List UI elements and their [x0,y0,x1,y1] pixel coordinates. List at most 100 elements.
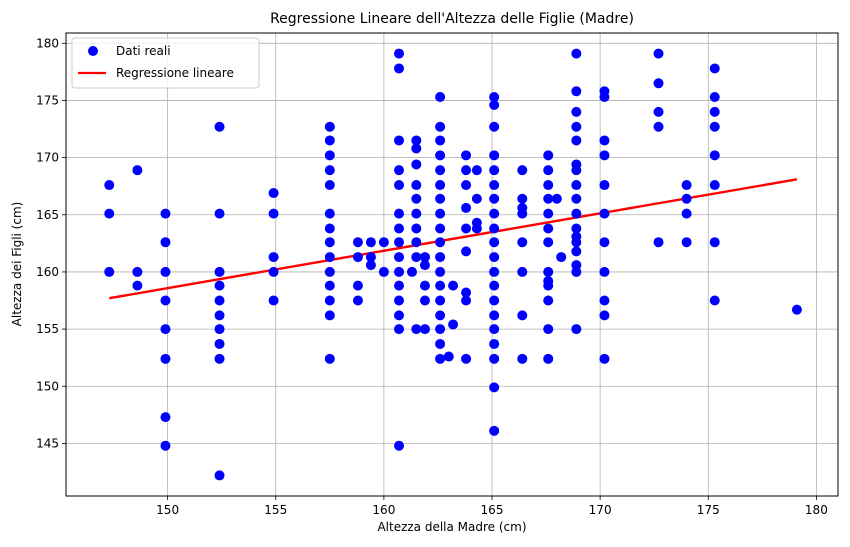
data-point [419,252,430,263]
y-tick-label: 145 [36,436,59,450]
data-point [709,180,720,191]
data-point [571,180,582,191]
data-point [435,324,446,335]
data-point [599,208,610,219]
data-point [556,252,567,263]
data-point [324,310,335,321]
data-point [132,280,143,291]
data-point [489,180,500,191]
data-point [411,159,422,170]
data-point [543,193,554,204]
data-point [599,237,610,248]
data-point [709,106,720,117]
data-point [517,353,528,364]
y-tick-label: 150 [36,379,59,393]
legend-label-line: Regressione lineare [116,66,234,80]
data-point [435,310,446,321]
data-point [411,143,422,154]
data-point [104,208,115,219]
data-point [324,266,335,277]
data-point [132,266,143,277]
data-point [411,208,422,219]
data-point [394,310,405,321]
data-point [324,237,335,248]
data-point [411,252,422,263]
data-point [435,193,446,204]
y-axis-ticks: 145 150 155 160 165 170 175 180 [36,36,66,450]
data-point [489,295,500,306]
data-point [551,193,562,204]
x-tick-label: 175 [697,503,720,517]
data-point [268,188,279,199]
data-point [489,382,500,393]
data-point [268,295,279,306]
data-point [411,180,422,191]
data-point [517,193,528,204]
data-point [214,470,225,481]
data-point [160,412,171,423]
data-point [571,266,582,277]
data-point [571,135,582,146]
x-tick-label: 160 [372,503,395,517]
x-tick-label: 170 [589,503,612,517]
data-point [653,121,664,132]
data-point [571,223,582,234]
data-point [214,295,225,306]
data-point [489,237,500,248]
data-point [435,135,446,146]
data-point [160,295,171,306]
legend-box [71,37,260,89]
x-axis-ticks: 150 155 160 165 170 175 180 [156,496,828,517]
data-point [448,319,459,330]
data-point [571,86,582,97]
data-point [160,440,171,451]
data-point [681,237,692,248]
data-point [709,150,720,161]
data-point [543,150,554,161]
data-point [543,353,554,364]
data-point [324,208,335,219]
y-axis-label: Altezza dei Figli (cm) [10,202,24,327]
data-point [324,353,335,364]
data-point [681,180,692,191]
data-point [461,223,472,234]
data-point [394,223,405,234]
data-point [571,208,582,219]
data-point [419,324,430,335]
data-point [461,165,472,176]
data-point [324,223,335,234]
data-point [394,63,405,74]
data-point [489,223,500,234]
data-point [571,237,582,248]
data-point [461,202,472,213]
chart-title: Regressione Lineare dell'Altezza delle F… [270,11,634,27]
data-point [448,280,459,291]
data-point [489,280,500,291]
data-point [599,135,610,146]
data-point [571,260,582,271]
data-point [489,100,500,111]
data-point [394,180,405,191]
data-point [394,135,405,146]
data-point [411,324,422,335]
data-point [599,150,610,161]
data-point [543,165,554,176]
data-point [599,266,610,277]
data-point [489,92,500,103]
data-point [435,180,446,191]
y-tick-label: 160 [36,265,59,279]
data-point [489,121,500,132]
data-point [517,266,528,277]
data-point [517,237,528,248]
data-point [214,121,225,132]
data-point [709,237,720,248]
data-point [489,425,500,436]
data-point [435,208,446,219]
data-point [324,180,335,191]
data-point [214,324,225,335]
data-point [411,237,422,248]
data-point [160,353,171,364]
data-point [352,237,363,248]
data-point [543,237,554,248]
data-point [419,260,430,271]
